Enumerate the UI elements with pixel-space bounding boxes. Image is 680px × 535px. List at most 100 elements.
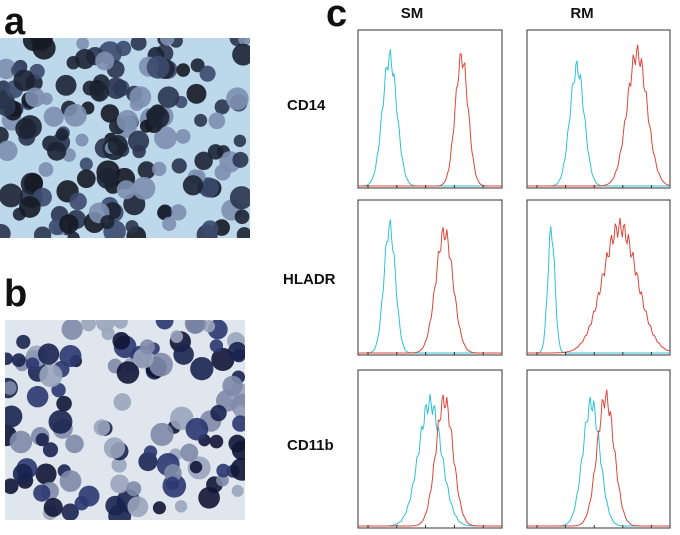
cell	[214, 99, 230, 115]
cell	[207, 144, 224, 160]
row-label: CD14	[287, 97, 326, 114]
cell	[152, 501, 166, 515]
cell	[126, 481, 142, 497]
cell	[116, 361, 140, 384]
plot-frame	[526, 369, 671, 529]
cell	[164, 464, 182, 482]
cell	[210, 404, 227, 422]
cell	[190, 357, 214, 381]
cell	[214, 164, 231, 181]
cell	[25, 357, 40, 371]
cell	[61, 320, 83, 340]
cell	[65, 434, 84, 454]
cell	[35, 463, 57, 485]
cell	[116, 109, 139, 132]
cell	[233, 134, 247, 148]
cell	[132, 176, 156, 200]
cell	[228, 341, 245, 361]
cell	[209, 434, 224, 449]
cell	[105, 77, 127, 99]
row-label: CD11b	[287, 437, 334, 454]
cell	[116, 180, 136, 200]
cell	[13, 69, 35, 92]
cell	[146, 55, 170, 79]
cell	[139, 339, 155, 355]
cell	[74, 496, 89, 511]
cell	[150, 422, 174, 447]
column-header: RM	[570, 5, 593, 22]
cell	[236, 227, 250, 238]
cell	[66, 56, 80, 70]
cell	[48, 409, 73, 434]
cell	[129, 86, 152, 108]
cell	[0, 223, 11, 238]
cell	[199, 65, 216, 82]
cell	[43, 497, 63, 517]
histogram-red	[358, 394, 502, 527]
cell	[234, 209, 250, 225]
cell	[5, 381, 17, 395]
cell	[76, 169, 96, 189]
cell	[12, 463, 33, 484]
plot-frame	[357, 29, 503, 189]
cell	[5, 352, 13, 365]
cell	[216, 463, 231, 478]
cell	[201, 220, 219, 238]
cell	[103, 437, 126, 459]
cell	[229, 186, 250, 210]
cell	[59, 470, 82, 492]
cell	[112, 332, 131, 350]
cell	[95, 51, 115, 71]
cell	[69, 192, 87, 211]
cell	[230, 457, 245, 481]
cell	[47, 141, 67, 161]
cell	[198, 486, 220, 509]
cell	[226, 87, 249, 111]
cell	[0, 97, 16, 117]
cell	[23, 173, 44, 193]
cell	[79, 157, 93, 171]
cell	[95, 320, 115, 332]
cell	[127, 130, 150, 152]
plot-frame	[526, 199, 671, 356]
histogram-red	[358, 227, 502, 354]
cell	[55, 128, 69, 141]
cell	[180, 443, 199, 462]
cell	[35, 433, 49, 447]
cell	[16, 334, 31, 350]
plot-frame	[526, 29, 671, 189]
cell	[189, 460, 203, 474]
panel-label: b	[4, 273, 27, 315]
cell	[11, 353, 26, 368]
histogram-red	[527, 389, 670, 527]
cell	[130, 38, 147, 51]
cell	[154, 126, 177, 150]
column-header: SM	[401, 5, 424, 22]
cell	[59, 214, 79, 234]
cell	[157, 205, 172, 221]
cell	[5, 405, 23, 428]
cell	[111, 457, 127, 473]
histograms	[357, 29, 671, 529]
cell	[63, 103, 87, 127]
cell	[174, 500, 188, 513]
cells-a	[0, 38, 250, 238]
cell	[232, 415, 245, 432]
cell	[175, 129, 191, 144]
cell	[127, 496, 149, 518]
cell	[93, 419, 111, 436]
cell	[137, 161, 156, 180]
row-label: HLADR	[283, 271, 336, 288]
cells-b	[5, 320, 245, 520]
cell	[0, 126, 9, 145]
cell	[105, 495, 126, 516]
cell	[75, 133, 89, 147]
cell	[0, 183, 23, 208]
cell	[96, 167, 118, 189]
cell	[26, 385, 49, 408]
cell	[19, 196, 41, 218]
cell	[194, 113, 208, 127]
panel-label: a	[4, 1, 26, 43]
cell	[170, 204, 187, 221]
cell	[232, 151, 249, 168]
